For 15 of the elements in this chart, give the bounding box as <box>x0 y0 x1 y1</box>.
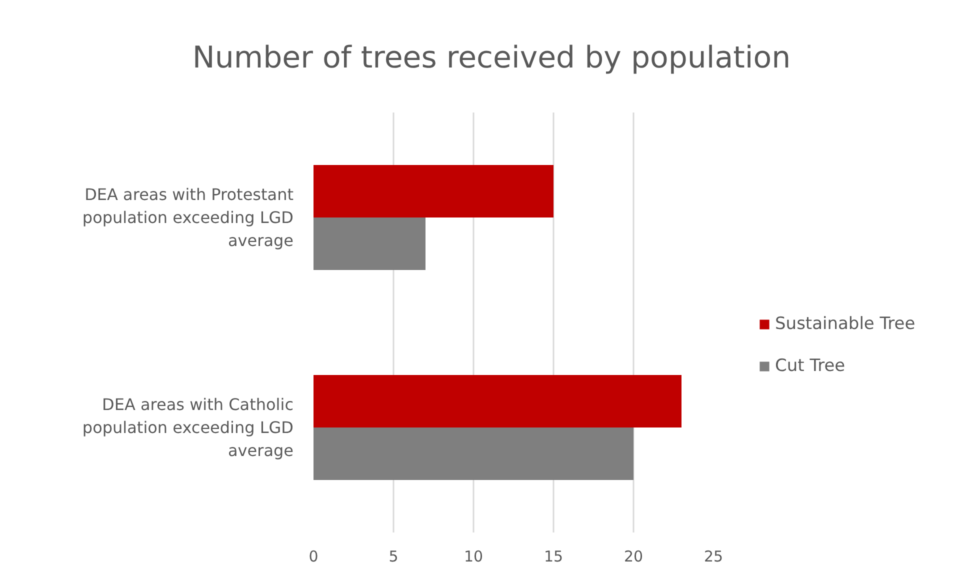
bar <box>314 428 634 480</box>
x-tick-label: 0 <box>308 548 318 566</box>
x-tick-label: 5 <box>388 548 398 566</box>
legend-label: Sustainable Tree <box>775 314 916 334</box>
y-tick-label: DEA areas with Protestant population exceeding LGD average <box>82 185 294 250</box>
chart-title: Number of trees received by population <box>192 40 791 76</box>
bar <box>314 218 426 270</box>
x-tick-label: 20 <box>624 548 644 566</box>
y-tick-label: DEA areas with Catholic population exceeding LGD average <box>82 395 294 460</box>
legend-label: Cut Tree <box>775 356 846 376</box>
bar <box>314 375 682 428</box>
x-tick-label: 15 <box>544 548 564 566</box>
x-tick-label: 25 <box>704 548 724 566</box>
x-tick-label: 10 <box>464 548 484 566</box>
bar <box>314 165 554 218</box>
